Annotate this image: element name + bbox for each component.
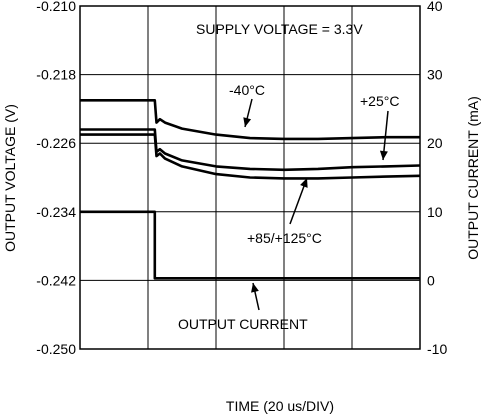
left-axis-ticks: -0.210 -0.218 -0.226 -0.234 -0.242 -0.250 xyxy=(36,0,76,357)
arrow-minus40c-head xyxy=(243,117,252,127)
left-tick-label: -0.242 xyxy=(36,272,76,288)
plot-frame xyxy=(79,5,421,350)
left-tick-label: -0.218 xyxy=(36,67,76,83)
right-axis-title: OUTPUT CURRENT (mA) xyxy=(465,96,481,260)
right-tick-label: 10 xyxy=(427,204,443,220)
series-layer xyxy=(80,99,421,280)
label-plus25c: +25°C xyxy=(360,93,399,109)
label-minus40c: -40°C xyxy=(229,82,265,98)
right-tick-label: 30 xyxy=(427,67,443,83)
series-line-40-c xyxy=(80,99,420,141)
left-axis-title: OUTPUT VOLTAGE (V) xyxy=(2,104,18,252)
left-tick-label: -0.250 xyxy=(36,341,76,357)
right-tick-label: -10 xyxy=(427,341,447,357)
left-tick-label: -0.234 xyxy=(36,204,76,220)
label-plus85-125c: +85/+125°C xyxy=(247,230,322,246)
right-tick-label: 40 xyxy=(427,0,443,14)
right-axis-ticks: 40 30 20 10 0 -10 xyxy=(427,0,447,357)
series-line-85-125-c xyxy=(80,133,421,180)
right-tick-label: 0 xyxy=(427,272,435,288)
annotation-arrows xyxy=(243,98,389,311)
supply-voltage-annotation: SUPPLY VOLTAGE = 3.3V xyxy=(196,21,363,37)
arrow-plus25c-head xyxy=(379,150,388,160)
arrow-output-current-head xyxy=(251,283,259,293)
right-tick-label: 20 xyxy=(427,135,443,151)
arrow-plus85-125c-head xyxy=(300,178,308,188)
x-axis-title: TIME (20 us/DIV) xyxy=(226,398,334,414)
series-line-output-current xyxy=(80,210,420,280)
left-tick-label: -0.226 xyxy=(36,135,76,151)
label-output-current: OUTPUT CURRENT xyxy=(178,316,308,332)
left-tick-label: -0.210 xyxy=(36,0,76,14)
